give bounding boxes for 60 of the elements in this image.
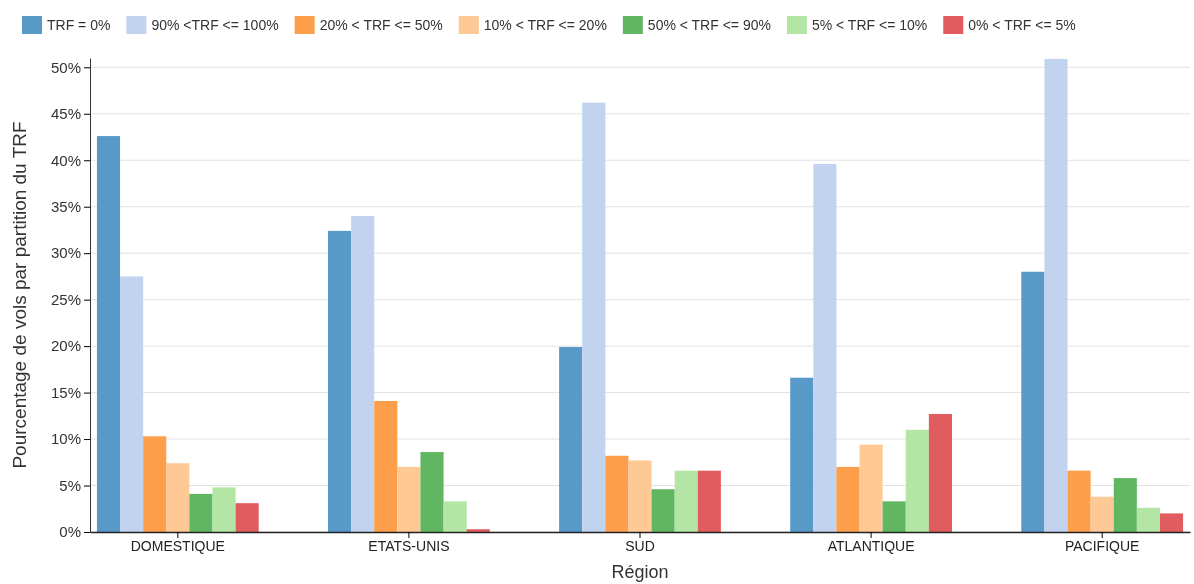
bar xyxy=(697,470,721,532)
bar xyxy=(790,377,814,532)
x-tick-label: ETATS-UNIS xyxy=(368,537,450,554)
x-axis-title: Région xyxy=(611,562,669,582)
bar xyxy=(120,276,144,532)
bar xyxy=(1113,478,1137,532)
y-tick-label: 35% xyxy=(50,198,81,216)
y-tick-label: 5% xyxy=(59,476,81,494)
bar xyxy=(1090,496,1114,532)
bar xyxy=(859,444,883,532)
bar xyxy=(443,501,467,532)
legend-label: 5% < TRF <= 10% xyxy=(811,17,928,33)
x-tick-label: PACIFIQUE xyxy=(1064,537,1140,554)
bar xyxy=(189,493,213,532)
bar xyxy=(1044,58,1068,532)
y-tick-label: 0% xyxy=(59,523,81,541)
bar xyxy=(420,452,444,532)
bar xyxy=(813,163,837,532)
bar xyxy=(1021,271,1045,532)
x-tick-label: DOMESTIQUE xyxy=(130,537,225,554)
legend-label: 10% < TRF <= 20% xyxy=(483,17,607,33)
y-tick-label: 10% xyxy=(50,430,81,448)
y-tick-label: 30% xyxy=(50,244,81,262)
bar xyxy=(559,347,583,532)
y-tick-label: 25% xyxy=(50,290,81,308)
bar xyxy=(235,503,259,532)
bar xyxy=(928,413,952,532)
bar xyxy=(1067,470,1091,532)
bar xyxy=(351,216,375,532)
bar xyxy=(143,436,167,532)
y-tick-label: 50% xyxy=(50,58,81,76)
x-tick-label: ATLANTIQUE xyxy=(827,537,915,554)
legend-label: 90% <TRF <= 100% xyxy=(151,17,279,33)
bar xyxy=(166,463,190,532)
bar xyxy=(374,400,398,532)
bar xyxy=(96,136,121,532)
bar xyxy=(882,501,906,532)
bar xyxy=(628,460,652,532)
bar xyxy=(328,230,352,532)
bar xyxy=(466,529,490,532)
y-tick-label: 40% xyxy=(50,151,81,169)
bar xyxy=(605,455,629,532)
legend-label: 0% < TRF <= 5% xyxy=(968,17,1076,33)
legend-label: 20% < TRF <= 50% xyxy=(319,17,443,33)
bar xyxy=(1136,507,1160,532)
y-tick-label: 20% xyxy=(50,337,81,355)
y-tick-label: 15% xyxy=(50,383,81,401)
legend-label: TRF = 0% xyxy=(47,17,111,33)
bar xyxy=(674,470,698,532)
bar xyxy=(905,429,929,532)
bar xyxy=(212,487,236,532)
y-tick-label: 45% xyxy=(50,105,81,123)
bar xyxy=(582,102,606,532)
y-axis-title: Pourcentage de vols par partition du TRF xyxy=(9,121,30,469)
bar xyxy=(651,489,675,532)
x-tick-label: SUD xyxy=(625,537,655,554)
bar xyxy=(397,466,421,532)
bar xyxy=(1159,513,1184,532)
legend-label: 50% < TRF <= 90% xyxy=(647,17,771,33)
bar xyxy=(836,466,860,532)
